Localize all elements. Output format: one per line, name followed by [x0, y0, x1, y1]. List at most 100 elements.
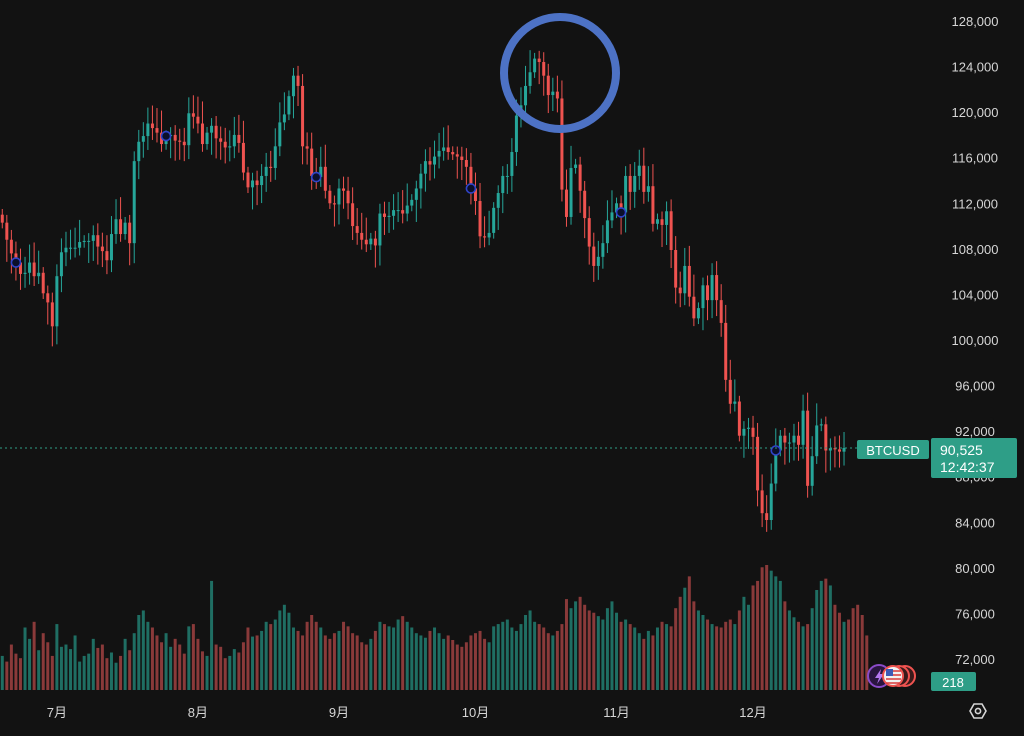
price-candle [237, 114, 241, 153]
candle-body [232, 134, 236, 147]
price-candle [660, 211, 664, 248]
event-marker[interactable] [770, 445, 782, 456]
candle-body [28, 262, 32, 273]
price-candle [55, 264, 59, 345]
price-candle [282, 92, 286, 131]
candle-body [524, 85, 528, 106]
volume-bar [587, 610, 591, 690]
settings-gear-icon[interactable] [969, 703, 987, 719]
price-candle [533, 52, 537, 78]
price-candle [460, 146, 464, 181]
candle-body [555, 91, 559, 99]
candle-body [674, 249, 678, 288]
candle-body [542, 62, 546, 76]
price-candle [810, 436, 814, 496]
event-markers[interactable] [10, 130, 782, 456]
volume-bar [419, 635, 423, 690]
candle-body [82, 240, 86, 243]
candle-body [687, 265, 691, 297]
candle-body [41, 272, 45, 294]
price-candle [205, 126, 209, 150]
candle-body [146, 123, 150, 137]
volume-bar [182, 653, 186, 690]
candle-body [346, 190, 350, 204]
volume-bar [615, 612, 619, 690]
volume-bar [865, 635, 869, 690]
candle-body [405, 205, 409, 214]
candle-body [260, 175, 264, 186]
volume-bar [128, 650, 132, 690]
volume-bar [382, 624, 386, 690]
volume-bar [505, 619, 509, 690]
candle-body [792, 435, 796, 443]
volume-bar [646, 630, 650, 690]
price-candle [442, 127, 446, 161]
candle-body [251, 180, 255, 188]
event-icons[interactable] [867, 664, 916, 688]
event-marker[interactable] [160, 130, 172, 142]
price-axis[interactable]: 128,000 124,000 120,000 116,000 112,000 108,0… [952, 14, 999, 667]
price-candle [628, 164, 632, 210]
symbol-price-badge[interactable]: BTCUSD 90,525 12:42:37 [857, 438, 1017, 478]
highlight-circle [500, 13, 620, 133]
candle-body [574, 164, 578, 168]
candle-body [319, 166, 323, 178]
volume-bar [524, 615, 528, 690]
price-candle [696, 302, 700, 325]
price-candle [423, 149, 427, 192]
candle-body [778, 435, 782, 451]
time-axis[interactable]: 7月 8月 9月 10月 11月 12月 [47, 705, 767, 720]
volume-bar [423, 637, 427, 690]
price-tick-label: 116,000 [952, 151, 998, 166]
gear-icon[interactable] [969, 703, 987, 719]
volume-bar [278, 610, 282, 690]
event-marker[interactable] [10, 257, 22, 268]
lightning-bolt-icon [875, 669, 884, 684]
price-candle [642, 147, 646, 204]
candle-body [55, 276, 59, 327]
price-candle [396, 192, 400, 222]
time-tick-label: 11月 [603, 705, 630, 720]
candle-body [369, 238, 373, 245]
price-candle [687, 245, 691, 307]
candle-body [646, 186, 650, 192]
volume-bar [665, 624, 669, 690]
volume-bar [105, 658, 109, 690]
volume-bar [296, 630, 300, 690]
countdown-label: 12:42:37 [940, 459, 995, 475]
candle-body [501, 175, 505, 194]
candle-body [737, 401, 741, 436]
candle-body [214, 125, 218, 139]
volume-bar [801, 626, 805, 690]
volume-bar [797, 621, 801, 690]
candle-body [419, 173, 423, 189]
volume-bar [528, 610, 532, 690]
candle-body [596, 256, 600, 266]
price-candle [546, 63, 550, 114]
price-candle [605, 200, 609, 253]
event-marker[interactable] [615, 207, 627, 218]
price-candle [819, 418, 823, 432]
candle-body [492, 207, 496, 233]
volume-bar [214, 644, 218, 690]
volume-bar [132, 633, 136, 690]
price-candle [319, 146, 323, 187]
price-candle [765, 495, 769, 532]
price-candle [592, 232, 596, 282]
event-marker[interactable] [310, 171, 322, 183]
candle-body [460, 156, 464, 160]
candle-body [223, 141, 227, 148]
volume-bar [396, 619, 400, 690]
candle-body [287, 96, 291, 115]
price-candle [792, 423, 796, 461]
event-marker[interactable] [465, 183, 477, 194]
volume-bar [141, 610, 145, 690]
candle-body [109, 234, 113, 261]
price-candle [196, 96, 200, 134]
candle-body [701, 285, 705, 309]
candle-body [342, 188, 346, 191]
volume-bar [41, 633, 45, 690]
volume-bar [187, 626, 191, 690]
price-tick-label: 112,000 [952, 196, 998, 211]
